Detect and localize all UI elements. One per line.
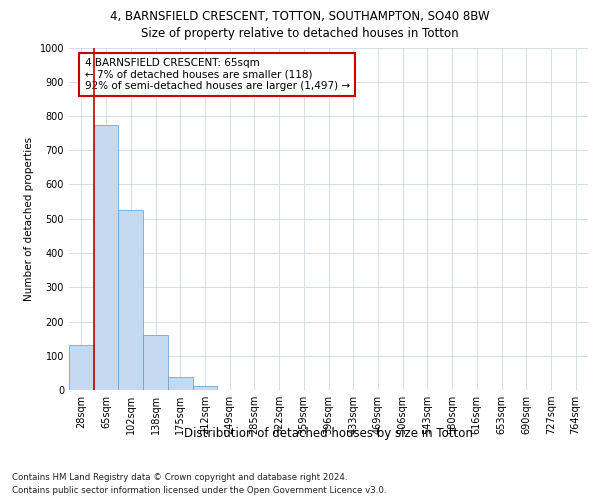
Bar [168,378,193,390]
Bar [118,210,143,390]
Y-axis label: Number of detached properties: Number of detached properties [24,136,34,301]
Text: Contains public sector information licensed under the Open Government Licence v3: Contains public sector information licen… [12,486,386,495]
Bar [94,124,118,390]
Bar [143,335,168,390]
Text: Distribution of detached houses by size in Totton: Distribution of detached houses by size … [184,428,473,440]
Text: 4, BARNSFIELD CRESCENT, TOTTON, SOUTHAMPTON, SO40 8BW: 4, BARNSFIELD CRESCENT, TOTTON, SOUTHAMP… [110,10,490,23]
Text: Size of property relative to detached houses in Totton: Size of property relative to detached ho… [141,28,459,40]
Text: 4 BARNSFIELD CRESCENT: 65sqm
← 7% of detached houses are smaller (118)
92% of se: 4 BARNSFIELD CRESCENT: 65sqm ← 7% of det… [85,58,350,91]
Bar [69,346,94,390]
Text: Contains HM Land Registry data © Crown copyright and database right 2024.: Contains HM Land Registry data © Crown c… [12,472,347,482]
Bar [193,386,217,390]
